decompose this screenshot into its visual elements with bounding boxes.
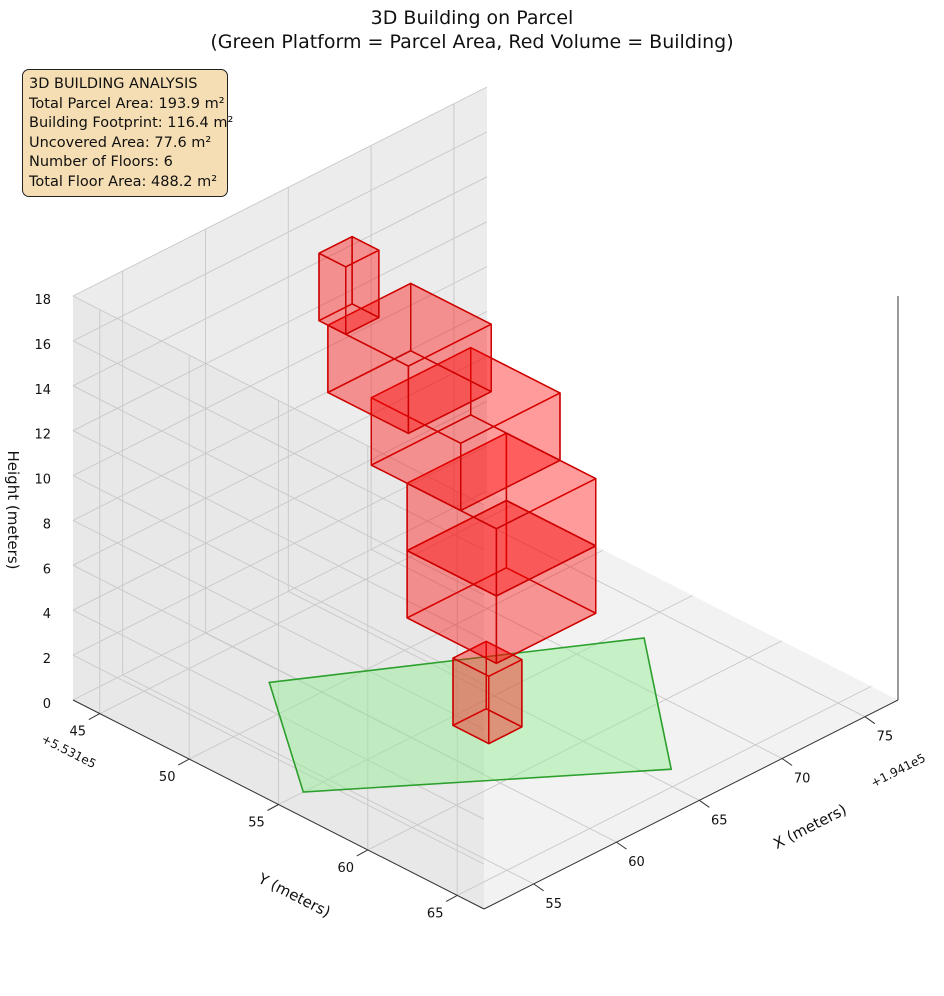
info-line-footprint: Building Footprint: 116.4 m² (29, 115, 234, 131)
analysis-info-box: 3D BUILDING ANALYSIS Total Parcel Area: … (22, 69, 234, 197)
z-grid-line-back (72, 310, 488, 521)
y-tick-label: 60 (338, 861, 355, 876)
z-tick-label: 0 (43, 697, 51, 712)
y-tick-label: 55 (248, 816, 265, 831)
y-tick-label: 50 (159, 770, 176, 785)
info-line-floors: Number of Floors: 6 (29, 154, 173, 170)
z-tick-label: 2 (43, 652, 51, 667)
info-line-uncovered-area: Uncovered Area: 77.6 m² (29, 134, 212, 151)
building-block-face-3 (505, 432, 597, 547)
x-axis-line (483, 699, 899, 910)
parcel-platform (268, 637, 673, 793)
x-tick-label: 60 (628, 855, 645, 870)
x-tick-mark (781, 758, 793, 766)
x-tick-mark (533, 883, 544, 892)
x-axis-offset: +1.941e5 (869, 751, 928, 790)
z-grid-line-back (72, 400, 488, 611)
y-tick-mark (177, 758, 190, 766)
info-line-floor-area: Total Floor Area: 488.2 m² (29, 173, 218, 190)
x-tick-label: 75 (877, 730, 894, 745)
z-grid-line-back (72, 445, 488, 656)
y-tick-mark (88, 713, 101, 721)
z-tick-label: 6 (43, 562, 51, 577)
z-grid-line-back (72, 131, 488, 342)
x-axis-title: X (meters) (770, 801, 849, 853)
building-block-face-4 (470, 346, 561, 462)
y-grid-line-floor (99, 504, 515, 715)
z-tick-label: 14 (34, 383, 51, 398)
chart-title-line-1: 3D Building on Parcel (370, 7, 574, 29)
z-grid-line-back (72, 355, 488, 566)
y-grid-line-floor (188, 549, 604, 760)
z-grid-line-side (72, 564, 485, 775)
info-line-parcel-area: Total Parcel Area: 193.9 m² (29, 95, 225, 112)
z-axis-title: Height (meters) (4, 451, 22, 570)
y-tick-mark (267, 804, 279, 811)
x-tick-label: 55 (545, 897, 562, 912)
z-grid-line-back (72, 221, 488, 432)
z-tick-label: 4 (43, 607, 51, 622)
building-block-face-5 (410, 282, 492, 393)
z-grid-line-side (72, 385, 485, 596)
z-grid-line-back (72, 490, 488, 701)
building-block-face-6 (318, 252, 347, 335)
z-tick-label: 8 (43, 517, 51, 532)
z-grid-line-side (72, 340, 485, 551)
building-block-face-1 (452, 657, 490, 745)
building-block-face-6 (351, 235, 380, 319)
y-axis-title: Y (meters) (254, 869, 333, 921)
info-box-heading: 3D BUILDING ANALYSIS (29, 76, 198, 92)
x-tick-mark (864, 716, 876, 725)
z-grid-line-side (72, 654, 485, 865)
y-tick-label: 45 (70, 725, 87, 740)
y-tick-mark (356, 849, 369, 857)
z-tick-label: 16 (34, 338, 51, 353)
x-tick-mark (616, 841, 627, 850)
x-tick-mark (699, 799, 710, 808)
z-grid-line-side (72, 430, 485, 641)
building-block-face-3 (406, 482, 498, 597)
y-grid-line-floor (456, 685, 872, 896)
z-grid-line-side (72, 519, 485, 730)
z-grid-line-side (72, 295, 485, 506)
y-grid-line-floor (367, 640, 783, 851)
z-grid-line-back (72, 86, 488, 297)
z-grid-line-back (72, 176, 488, 387)
y-tick-label: 65 (427, 906, 444, 921)
z-grid-line-side (72, 475, 485, 686)
chart-title-line-2: (Green Platform = Parcel Area, Red Volum… (210, 31, 734, 53)
z-tick-label: 12 (34, 428, 51, 443)
building-block-face-5 (327, 324, 410, 435)
z-tick-label: 18 (34, 293, 51, 308)
z-tick-label: 10 (34, 473, 51, 488)
x-tick-label: 65 (711, 813, 728, 828)
x-tick-label: 70 (794, 772, 811, 787)
y-tick-mark (445, 894, 458, 902)
z-grid-line-back (72, 266, 488, 477)
